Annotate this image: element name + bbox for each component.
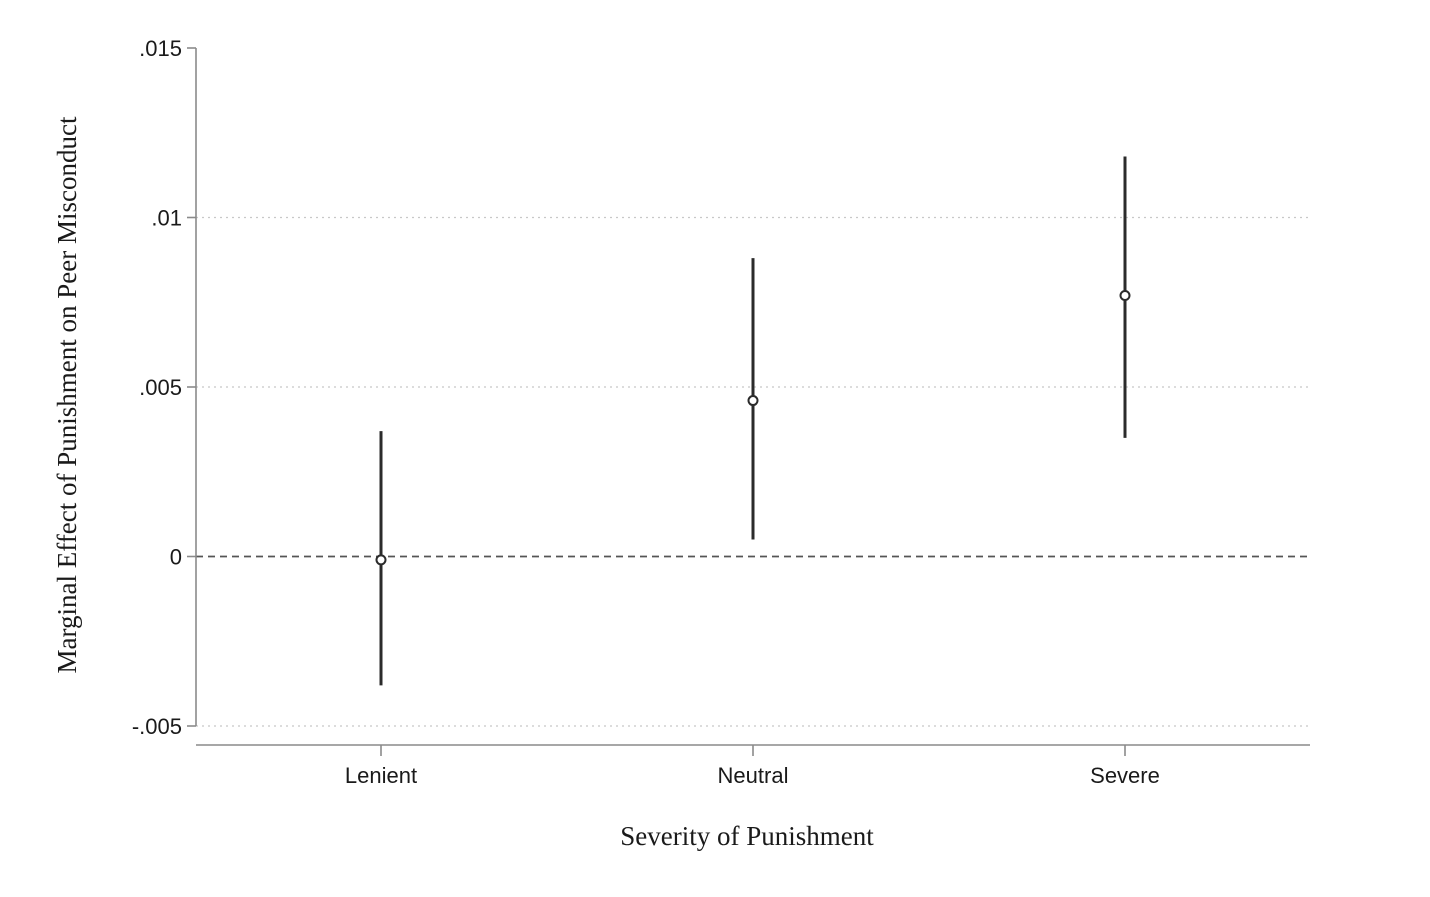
x-tick-label: Neutral <box>718 763 789 788</box>
point-estimate-lenient <box>375 554 387 566</box>
y-ticks: -.005 0 .005 .01 .015 <box>132 36 196 739</box>
y-tick-label: -.005 <box>132 714 182 739</box>
point-estimate-severe <box>1119 289 1131 301</box>
x-ticks: Lenient Neutral Severe <box>345 745 1160 788</box>
y-tick-label: .015 <box>139 36 182 61</box>
x-axis-title: Severity of Punishment <box>620 821 874 851</box>
y-tick-label: .005 <box>139 375 182 400</box>
y-axis-title: Marginal Effect of Punishment on Peer Mi… <box>52 116 82 673</box>
x-tick-label: Severe <box>1090 763 1160 788</box>
y-tick-label: 0 <box>170 545 182 570</box>
x-tick-label: Lenient <box>345 763 417 788</box>
marks <box>375 156 1131 686</box>
point-estimate-neutral <box>747 395 759 407</box>
y-tick-label: .01 <box>151 206 182 231</box>
